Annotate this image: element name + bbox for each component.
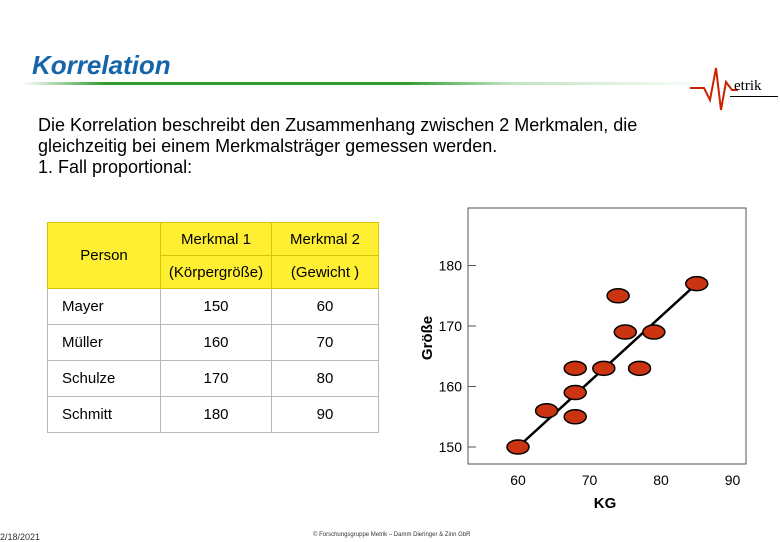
cell-name: Schmitt xyxy=(47,396,161,433)
logo-underline xyxy=(730,96,778,97)
slide-title: Korrelation xyxy=(32,50,171,80)
header-merkmal-2: Merkmal 2 xyxy=(271,222,379,256)
footer-copyright: © Forschungsgruppe Metrik – Damm Diering… xyxy=(313,532,471,538)
x-tick-label: 90 xyxy=(725,472,741,488)
table-row: Mayer 150 60 xyxy=(47,288,379,325)
cell-merkmal-2: 90 xyxy=(271,396,379,433)
x-tick-label: 60 xyxy=(510,472,526,488)
data-points xyxy=(506,275,709,455)
table-row: Schulze 170 80 xyxy=(47,360,379,397)
metrik-logo-icon xyxy=(690,67,738,111)
data-table: Person Merkmal 1 Merkmal 2 (Körpergröße)… xyxy=(47,222,379,433)
header-merkmal-1-unit: (Körpergröße) xyxy=(160,255,272,289)
plot-frame xyxy=(467,207,747,465)
cell-name: Schulze xyxy=(47,360,161,397)
data-point xyxy=(506,439,530,455)
y-tick-label: 150 xyxy=(439,439,463,455)
cell-merkmal-2: 70 xyxy=(271,324,379,361)
cell-merkmal-2: 80 xyxy=(271,360,379,397)
x-axis-label: KG xyxy=(594,495,617,512)
logo-text: etrik xyxy=(734,78,762,94)
intro-line-2: gleichzeitig bei einem Merkmalsträger ge… xyxy=(38,136,498,156)
header-merkmal-1: Merkmal 1 xyxy=(160,222,272,256)
cell-name: Müller xyxy=(47,324,161,361)
x-tick-labels: 60 70 80 90 xyxy=(510,472,740,488)
y-tick-label: 180 xyxy=(439,258,463,274)
y-tick-labels: 150 160 170 180 xyxy=(439,258,463,456)
data-point xyxy=(563,384,587,401)
y-tick-label: 160 xyxy=(439,379,463,395)
cell-merkmal-1: 160 xyxy=(160,324,272,361)
footer-date: 2/18/2021 xyxy=(0,532,41,542)
data-point xyxy=(563,360,587,377)
intro-text: Die Korrelation beschreibt den Zusammenh… xyxy=(38,115,738,178)
x-tick-label: 80 xyxy=(653,472,669,488)
title-underline xyxy=(22,82,717,85)
header-merkmal-2-unit: (Gewicht ) xyxy=(271,255,379,289)
y-tick-label: 170 xyxy=(439,318,463,334)
intro-line-1: Die Korrelation beschreibt den Zusammenh… xyxy=(38,115,638,135)
table-header-row-1: Person Merkmal 1 Merkmal 2 xyxy=(47,222,379,289)
table-header-row-2: (Körpergröße) (Gewicht ) xyxy=(48,255,379,289)
cell-merkmal-1: 180 xyxy=(160,396,272,433)
cell-merkmal-1: 150 xyxy=(160,288,272,325)
y-axis-label: Größe xyxy=(419,316,436,360)
data-point xyxy=(685,275,709,292)
header-person: Person xyxy=(47,222,161,289)
cell-merkmal-2: 60 xyxy=(271,288,379,325)
intro-line-3: 1. Fall proportional: xyxy=(38,157,193,177)
data-point xyxy=(613,324,637,340)
data-point xyxy=(534,402,559,419)
data-point xyxy=(592,360,616,377)
x-tick-label: 70 xyxy=(582,472,598,488)
y-tick-marks xyxy=(468,265,476,448)
table-row: Müller 160 70 xyxy=(47,324,379,361)
table-row: Schmitt 180 90 xyxy=(47,396,379,433)
data-point xyxy=(642,324,666,340)
data-point xyxy=(627,360,652,377)
data-point xyxy=(606,288,630,304)
cell-name: Mayer xyxy=(47,288,161,325)
data-point xyxy=(563,409,587,425)
